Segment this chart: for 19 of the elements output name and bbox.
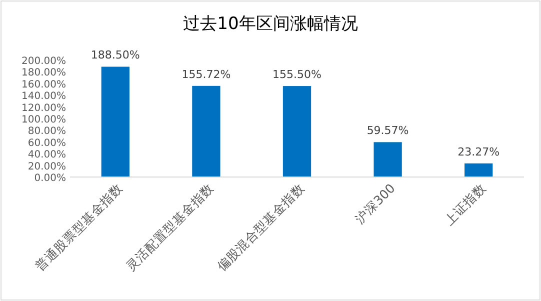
y-tick-label: 20.00% [28,161,66,172]
data-label: 23.27% [458,145,500,158]
y-tick-label: 140.00% [22,91,66,102]
data-label: 155.72% [182,68,231,81]
y-tick-label: 120.00% [22,102,66,114]
y-tick-label: 80.00% [28,126,66,138]
y-tick-label: 40.00% [28,150,66,161]
data-label: 155.50% [272,68,322,82]
x-tick-label: 偏股混合型基金指数 [214,180,308,274]
data-label: 59.57% [366,124,409,138]
y-tick-label: 100.00% [22,114,66,126]
y-tick-label: 60.00% [28,138,66,149]
x-tick-label: 沪深300 [352,180,398,226]
data-label: 188.50% [90,48,140,62]
y-tick-label: 160.00% [22,79,66,90]
chart-title: 过去10年区间涨幅情况 [183,14,358,34]
y-tick-label: 180.00% [22,68,66,79]
y-tick-label: 200.00% [22,56,66,67]
x-tick-label: 上证指数 [441,180,489,228]
